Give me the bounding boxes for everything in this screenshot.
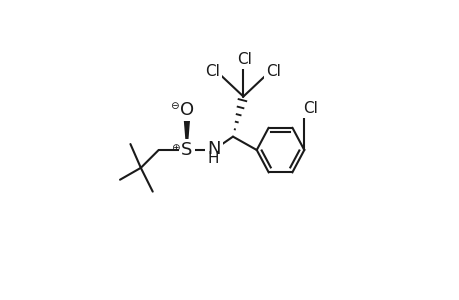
Text: ⊖: ⊖ xyxy=(170,101,179,111)
Text: Cl: Cl xyxy=(302,101,317,116)
Text: N: N xyxy=(207,140,220,158)
Text: H: H xyxy=(207,152,219,166)
Text: O: O xyxy=(179,101,194,119)
Text: Cl: Cl xyxy=(237,52,252,67)
Text: Cl: Cl xyxy=(266,64,281,79)
Text: ⊕: ⊕ xyxy=(170,142,179,153)
Text: Cl: Cl xyxy=(205,64,220,79)
Text: S: S xyxy=(181,141,192,159)
Polygon shape xyxy=(183,110,190,150)
